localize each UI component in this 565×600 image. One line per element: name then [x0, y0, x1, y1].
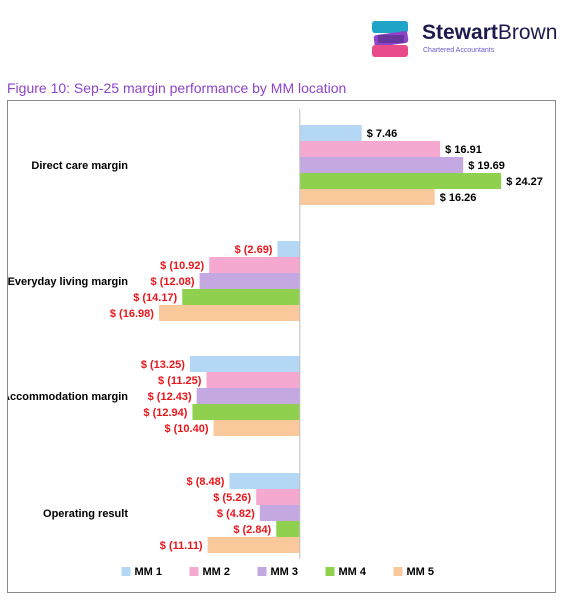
brand-name: StewartBrown: [422, 21, 557, 45]
margin-bar-chart: Direct care margin Everyday living margin…: [2, 109, 543, 578]
value-label-direct-care-margin-mm-1: $ 7.46: [367, 128, 398, 140]
value-label-accommodation-margin-mm-1: $ (13.25): [141, 359, 185, 371]
category-label-everyday-living-margin: Everyday living margin: [8, 276, 128, 288]
bar-accommodation-margin-mm-2: [206, 372, 300, 388]
legend-label-mm-2: MM 2: [203, 566, 231, 578]
value-label-everyday-living-margin-mm-5: $ (16.98): [110, 308, 154, 320]
bar-accommodation-margin-mm-4: [192, 404, 300, 420]
bar-accommodation-margin-mm-3: [196, 388, 300, 404]
bar-direct-care-margin-mm-5: [299, 189, 435, 205]
legend-label-mm-1: MM 1: [135, 566, 163, 578]
legend-swatch-mm-5: [393, 567, 403, 576]
legend-label-mm-4: MM 4: [339, 566, 367, 578]
bar-accommodation-margin-mm-5: [213, 420, 300, 436]
value-label-direct-care-margin-mm-3: $ 19.69: [468, 160, 505, 172]
stewart-brown-logo: StewartBrown Chartered Accountants: [370, 18, 557, 60]
bar-everyday-living-margin-mm-5: [158, 305, 300, 321]
brand-name-bold: Stewart: [422, 21, 498, 44]
brand-tagline: Chartered Accountants: [423, 47, 495, 54]
legend-label-mm-5: MM 5: [407, 566, 435, 578]
bar-operating-result-mm-3: [259, 505, 300, 521]
legend-swatch-mm-1: [121, 567, 131, 576]
bar-direct-care-margin-mm-2: [299, 141, 441, 157]
value-label-direct-care-margin-mm-2: $ 16.91: [445, 144, 482, 156]
bar-everyday-living-margin-mm-1: [277, 241, 300, 257]
bar-everyday-living-margin-mm-3: [199, 273, 300, 289]
report-header: StewartBrown Chartered Accountants: [0, 0, 565, 75]
legend-swatch-mm-3: [257, 567, 267, 576]
legend-swatch-mm-2: [189, 567, 199, 576]
bar-everyday-living-margin-mm-4: [182, 289, 300, 305]
value-label-operating-result-mm-1: $ (8.48): [187, 476, 225, 488]
bar-operating-result-mm-5: [207, 537, 300, 553]
value-label-everyday-living-margin-mm-4: $ (14.17): [133, 292, 177, 304]
bar-operating-result-mm-4: [276, 521, 300, 537]
brand-name-regular: Brown: [497, 21, 558, 44]
legend-label-mm-3: MM 3: [271, 566, 299, 578]
category-label-direct-care-margin: Direct care margin: [31, 160, 128, 172]
value-label-operating-result-mm-4: $ (2.84): [233, 524, 271, 536]
legend: MM 1 MM 2 MM 3 MM 4 MM 5: [121, 566, 435, 578]
value-label-operating-result-mm-5: $ (11.11): [160, 540, 203, 552]
value-label-accommodation-margin-mm-2: $ (11.25): [158, 375, 202, 387]
bar-direct-care-margin-mm-1: [299, 125, 362, 141]
legend-swatch-mm-4: [325, 567, 335, 576]
category-label-operating-result: Operating result: [43, 508, 128, 520]
value-label-everyday-living-margin-mm-2: $ (10.92): [160, 260, 204, 272]
value-label-operating-result-mm-2: $ (5.26): [213, 492, 251, 504]
value-label-operating-result-mm-3: $ (4.82): [217, 508, 255, 520]
bar-everyday-living-margin-mm-2: [209, 257, 300, 273]
category-label-accommodation-margin: Accommodation margin: [8, 391, 128, 403]
value-label-everyday-living-margin-mm-3: $ (12.08): [151, 276, 195, 288]
bar-direct-care-margin-mm-4: [299, 173, 502, 189]
bar-direct-care-margin-mm-3: [299, 157, 464, 173]
value-label-accommodation-margin-mm-5: $ (10.40): [164, 423, 208, 435]
chart-container: Direct care margin Everyday living margin…: [2, 100, 556, 593]
bar-operating-result-mm-2: [256, 489, 300, 505]
bar-accommodation-margin-mm-1: [189, 356, 300, 372]
figure-title: Figure 10: Sep-25 margin performance by …: [7, 80, 347, 96]
value-labels: $ 7.46 $ 16.91 $ 19.69$ 24.27 $ 16.26 $ (2.6…: [110, 128, 543, 552]
value-label-accommodation-margin-mm-3: $ (12.43): [148, 391, 192, 403]
bar-operating-result-mm-1: [229, 473, 300, 489]
stewart-brown-logo-icon: [372, 21, 409, 57]
value-label-accommodation-margin-mm-4: $ (12.94): [143, 407, 187, 419]
category-labels: Direct care margin Everyday living margin…: [2, 160, 128, 520]
bars: [158, 125, 502, 553]
value-label-direct-care-margin-mm-4: $ 24.27: [506, 176, 543, 188]
value-label-everyday-living-margin-mm-1: $ (2.69): [235, 244, 273, 256]
value-label-direct-care-margin-mm-5: $ 16.26: [440, 192, 477, 204]
